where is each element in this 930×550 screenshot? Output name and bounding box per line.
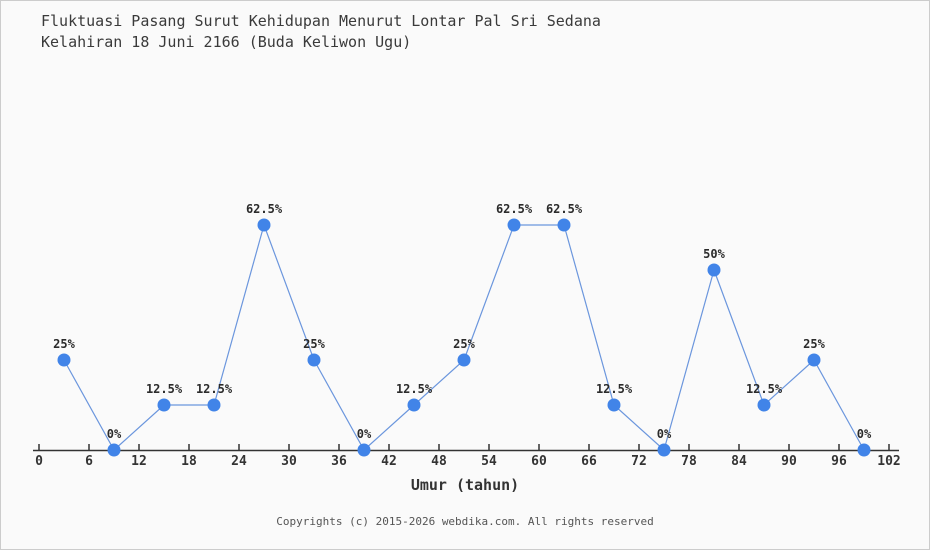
- x-tick-label: 48: [431, 454, 447, 469]
- data-point-marker: [257, 218, 271, 232]
- data-point-marker: [407, 398, 421, 412]
- data-point-label: 0%: [657, 427, 672, 441]
- data-point-marker: [107, 443, 121, 457]
- data-point-label: 12.5%: [746, 382, 783, 396]
- x-tick-label: 84: [731, 454, 747, 469]
- data-point-label: 50%: [703, 247, 725, 261]
- data-point-label: 0%: [857, 427, 872, 441]
- data-point-label: 25%: [453, 337, 475, 351]
- x-tick-label: 72: [631, 454, 647, 469]
- data-point-label: 25%: [53, 337, 75, 351]
- data-point-marker: [607, 398, 621, 412]
- copyright-footer: Copyrights (c) 2015-2026 webdika.com. Al…: [276, 515, 654, 528]
- x-tick-label: 66: [581, 454, 597, 469]
- data-point-marker: [357, 443, 371, 457]
- x-tick-label: 42: [381, 454, 397, 469]
- x-tick-label: 90: [781, 454, 797, 469]
- data-point-label: 25%: [303, 337, 325, 351]
- data-point-label: 62.5%: [246, 202, 283, 216]
- x-tick-label: 36: [331, 454, 347, 469]
- x-tick-label: 78: [681, 454, 697, 469]
- data-point-marker: [707, 263, 721, 277]
- x-tick-label: 54: [481, 454, 497, 469]
- x-tick-label: 6: [85, 454, 93, 469]
- data-point-label: 12.5%: [396, 382, 433, 396]
- data-point-marker: [657, 443, 671, 457]
- x-tick-label: 18: [181, 454, 197, 469]
- data-point-label: 12.5%: [196, 382, 233, 396]
- data-point-label: 0%: [357, 427, 372, 441]
- x-tick-label: 102: [877, 454, 900, 469]
- data-point-marker: [857, 443, 871, 457]
- x-tick-label: 24: [231, 454, 247, 469]
- x-axis-title: Umur (tahun): [410, 476, 520, 494]
- x-tick-label: 30: [281, 454, 297, 469]
- x-tick-label: 96: [831, 454, 847, 469]
- x-tick-label: 12: [131, 454, 147, 469]
- data-point-marker: [757, 398, 771, 412]
- data-point-label: 12.5%: [146, 382, 183, 396]
- data-point-marker: [557, 218, 571, 232]
- data-point-marker: [807, 353, 821, 367]
- data-point-marker: [157, 398, 171, 412]
- data-point-label: 0%: [107, 427, 122, 441]
- data-point-marker: [507, 218, 521, 232]
- data-point-label: 25%: [803, 337, 825, 351]
- x-tick-label: 0: [35, 454, 43, 469]
- data-point-marker: [57, 353, 71, 367]
- chart-title-line2: Kelahiran 18 Juni 2166 (Buda Keliwon Ugu…: [41, 33, 412, 51]
- x-tick-label: 60: [531, 454, 547, 469]
- data-point-marker: [307, 353, 321, 367]
- data-point-label: 62.5%: [496, 202, 533, 216]
- data-point-marker: [207, 398, 221, 412]
- chart-title-line1: Fluktuasi Pasang Surut Kehidupan Menurut…: [41, 12, 601, 30]
- data-point-label: 12.5%: [596, 382, 633, 396]
- chart-title: Fluktuasi Pasang Surut Kehidupan Menurut…: [41, 11, 601, 53]
- data-point-marker: [457, 353, 471, 367]
- data-point-label: 62.5%: [546, 202, 583, 216]
